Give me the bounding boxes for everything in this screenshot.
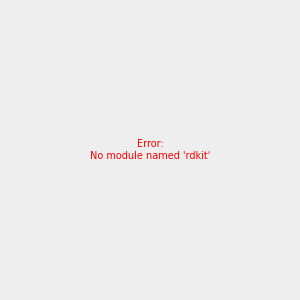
Text: Error:
No module named 'rdkit': Error: No module named 'rdkit' <box>90 139 210 161</box>
